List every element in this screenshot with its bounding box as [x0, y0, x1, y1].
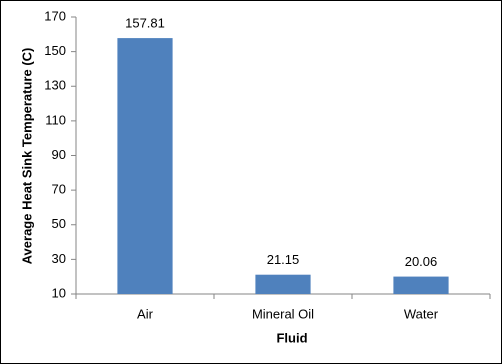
- y-tick-label: 110: [45, 112, 66, 127]
- bar: [255, 274, 311, 294]
- y-tick-label: 70: [52, 182, 66, 197]
- y-tick-label: 130: [44, 78, 66, 93]
- y-tick-label: 90: [52, 147, 66, 162]
- x-tick-label: Water: [404, 306, 439, 321]
- y-tick-label: 30: [52, 251, 66, 266]
- y-tick-label: 50: [52, 216, 66, 231]
- data-label: 20.06: [405, 254, 438, 269]
- bar: [393, 276, 449, 294]
- x-tick-label: Mineral Oil: [252, 306, 314, 321]
- bar: [117, 38, 173, 294]
- data-label: 21.15: [267, 252, 300, 267]
- y-tick-label: 170: [44, 8, 66, 23]
- x-axis-label: Fluid: [276, 330, 307, 345]
- y-tick-label: 10: [52, 285, 66, 300]
- y-tick-label: 150: [44, 43, 66, 58]
- x-tick-label: Air: [137, 306, 154, 321]
- data-label: 157.81: [125, 16, 165, 31]
- y-axis-label: Average Heat Sink Temperature (C): [19, 48, 34, 265]
